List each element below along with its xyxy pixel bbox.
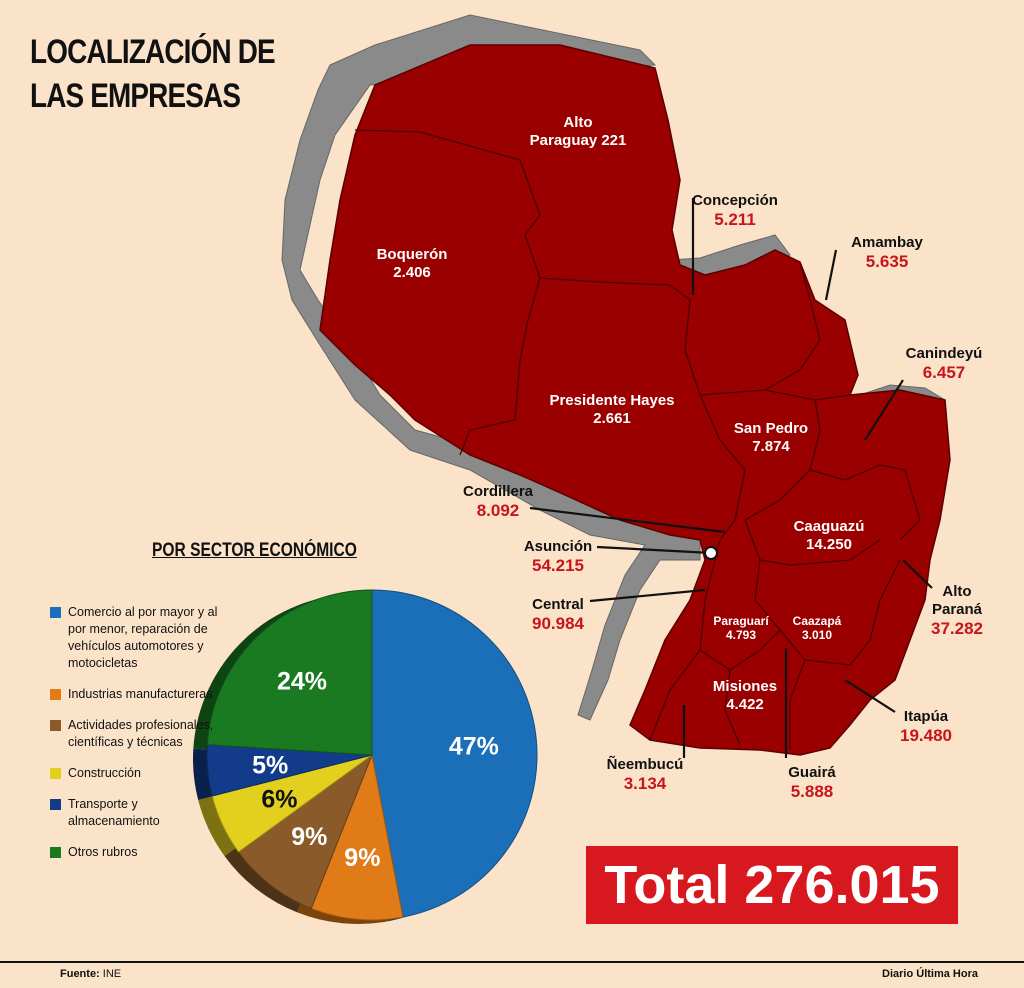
legend-item: Transporte y almacenamiento	[50, 796, 220, 830]
legend-swatch	[50, 847, 61, 858]
label-misiones: Misiones 4.422	[713, 678, 777, 714]
label-concepcion: Concepción 5.211	[692, 192, 778, 230]
legend-label: Transporte y almacenamiento	[68, 797, 160, 828]
dept-name: Central	[532, 596, 584, 613]
source-name: INE	[102, 968, 122, 980]
pie-slice	[206, 589, 373, 756]
dept-name: Presidente Hayes	[549, 392, 675, 409]
label-central: Central 90.984	[532, 596, 584, 634]
dept-value: 19.480	[900, 726, 952, 745]
label-cordillera: Cordillera 8.092	[463, 483, 533, 521]
dept-name: Canindeyú	[905, 345, 983, 362]
dept-value: 37.282	[931, 619, 983, 638]
dept-value: 3.010	[801, 628, 833, 643]
leader-lines	[529, 198, 933, 758]
dept-value: 5.635	[865, 252, 909, 271]
dept-value: 4.793	[725, 628, 757, 643]
dept-value: 90.984	[532, 614, 584, 633]
dept-value: 3.134	[623, 774, 667, 793]
pie-slice-label: 24%	[277, 667, 327, 695]
legend-item: Comercio al por mayor y al por menor, re…	[50, 604, 220, 672]
dept-value: 2.406	[393, 264, 431, 281]
legend-item: Otros rubros	[50, 844, 220, 861]
pie-slice-label: 47%	[449, 732, 499, 760]
dept-name: Caaguazú	[793, 518, 865, 535]
legend-item: Industrias manufactureras	[50, 686, 220, 703]
dept-value: 5.211	[714, 210, 756, 229]
legend-swatch	[50, 720, 61, 731]
dept-name: Alto Paraguay 221	[529, 114, 627, 149]
legend-label: Industrias manufactureras	[68, 687, 213, 701]
dept-value: 7.874	[752, 438, 790, 455]
dept-name: Paraguarí	[713, 614, 769, 628]
legend-item: Actividades profesionales, científicas y…	[50, 717, 220, 751]
total-banner: Total 276.015	[586, 846, 958, 924]
source-label: Fuente:	[60, 968, 100, 980]
dept-value: 8.092	[476, 501, 520, 520]
dept-value: 6.457	[922, 363, 966, 382]
pie-slice	[310, 753, 404, 921]
publisher-credit: Diario Última Hora	[882, 968, 978, 980]
label-alto-paraguay: Alto Paraguay 221	[530, 114, 627, 150]
pie-title: POR SECTOR ECONÓMICO	[152, 540, 357, 561]
map-title: LOCALIZACIÓN DE LAS EMPRESAS	[30, 30, 276, 118]
title-line-1: LOCALIZACIÓN DE	[30, 33, 276, 71]
department-borders	[354, 129, 921, 750]
dept-value: 5.888	[790, 782, 834, 801]
legend-label: Construcción	[68, 766, 141, 780]
label-caazapa: Caazapá 3.010	[793, 614, 842, 643]
dept-name: Concepción	[692, 192, 778, 209]
label-itapua: Itapúa 19.480	[900, 708, 952, 746]
label-canindeyu: Canindeyú 6.457	[906, 345, 983, 383]
dept-name: Guairá	[788, 764, 836, 781]
label-guaira: Guairá 5.888	[788, 764, 836, 802]
legend-item: Construcción	[50, 765, 220, 782]
dept-name: Boquerón	[376, 246, 448, 263]
title-line-2: LAS EMPRESAS	[30, 77, 241, 115]
label-neembucu: Ñeembucú 3.134	[607, 756, 684, 794]
source-note: Fuente: INE	[60, 968, 121, 980]
asuncion-marker	[704, 546, 718, 560]
dept-name: Alto Paraná	[931, 583, 983, 618]
dept-name: Caazapá	[792, 614, 842, 628]
sector-pie-chart: 47% 9% 9% 6% 5% 24%	[193, 589, 538, 924]
dept-name: San Pedro	[733, 420, 809, 437]
dept-name: Amambay	[851, 234, 923, 251]
legend-label: Otros rubros	[68, 845, 138, 859]
pie-slice-label: 9%	[344, 844, 380, 872]
label-presidente-hayes: Presidente Hayes 2.661	[549, 392, 674, 428]
dept-value: 54.215	[532, 556, 584, 575]
label-paraguari: Paraguarí 4.793	[713, 614, 768, 643]
dept-value: 2.661	[593, 410, 631, 427]
dept-name: Asunción	[523, 538, 593, 555]
dept-name: Cordillera	[462, 483, 534, 500]
pie-slice	[237, 753, 374, 910]
pie-slice-label: 5%	[252, 752, 288, 780]
label-amambay: Amambay 5.635	[851, 234, 923, 272]
dept-name: Itapúa	[903, 708, 949, 725]
legend-swatch	[50, 768, 61, 779]
paraguay-territory	[319, 44, 951, 756]
pie-slice-label: 6%	[261, 786, 297, 814]
footer-divider	[0, 961, 1024, 963]
pie-slice-label: 9%	[291, 823, 327, 851]
label-boqueron: Boquerón 2.406	[377, 246, 448, 282]
legend-swatch	[50, 689, 61, 700]
label-caaguazu: Caaguazú 14.250	[794, 518, 865, 554]
label-asuncion: Asunción 54.215	[524, 538, 592, 576]
legend-swatch	[50, 799, 61, 810]
map-shadow	[281, 14, 701, 721]
dept-name: Misiones	[712, 678, 778, 695]
label-san-pedro: San Pedro 7.874	[734, 420, 808, 456]
legend-swatch	[50, 607, 61, 618]
pie-legend: Comercio al por mayor y al por menor, re…	[50, 604, 220, 875]
dept-name: Ñeembucú	[606, 756, 684, 773]
pie-slice	[371, 589, 538, 918]
dept-value: 14.250	[806, 536, 852, 553]
legend-label: Actividades profesionales, científicas y…	[68, 718, 214, 749]
label-alto-parana: Alto Paraná 37.282	[931, 583, 983, 639]
legend-label: Comercio al por mayor y al por menor, re…	[68, 605, 218, 670]
dept-value: 4.422	[726, 696, 764, 713]
